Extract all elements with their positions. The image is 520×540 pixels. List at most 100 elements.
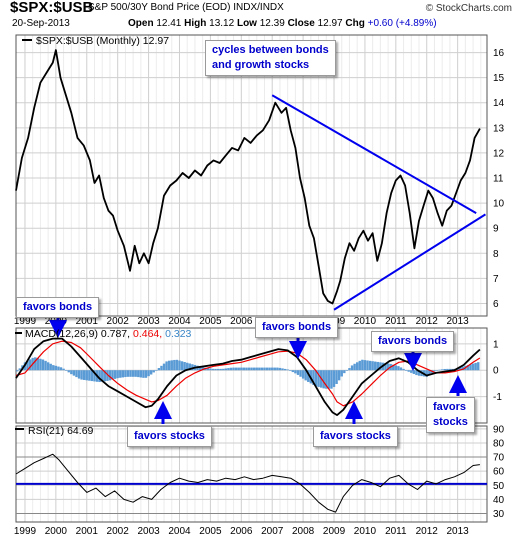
- macd-histogram-bar: [52, 365, 55, 371]
- macd-histogram-bar: [28, 359, 32, 371]
- macd-histogram-bar: [433, 370, 436, 372]
- macd-histogram-bar: [234, 367, 238, 371]
- macd-histogram-bar: [98, 370, 101, 383]
- macd-histogram-bar: [214, 368, 217, 371]
- x-tick-label-bottom: 2003: [137, 526, 160, 537]
- price-y-tick-label: 16: [493, 48, 505, 59]
- macd-histogram-bar: [358, 360, 361, 371]
- macd-histogram-bar: [438, 369, 441, 371]
- low-label: Low: [236, 18, 257, 29]
- macd-histogram-bar: [322, 370, 325, 389]
- close-value: 12.97: [317, 18, 343, 29]
- macd-histogram-bar: [219, 368, 222, 371]
- macd-histogram-bar: [425, 370, 428, 377]
- x-tick-label-price: 2013: [447, 316, 470, 327]
- open-label: Open: [128, 18, 154, 29]
- macd-histogram-bar: [121, 370, 125, 378]
- macd-histogram-bar: [85, 370, 88, 381]
- price-legend: $SPX:$USB (Monthly) 12.97: [36, 35, 169, 47]
- macd-histogram-bar: [101, 370, 104, 382]
- macd-histogram-bar: [165, 361, 168, 371]
- macd-signal-line: [15, 340, 481, 407]
- macd-histogram-bar: [265, 367, 269, 371]
- macd-histogram-bar: [255, 367, 258, 371]
- macd-histogram-bar: [301, 370, 305, 379]
- price-y-tick-label: 14: [493, 98, 505, 109]
- macd-histogram-bar: [18, 368, 22, 371]
- macd-histogram-bar: [144, 370, 148, 378]
- price-y-tick-label: 8: [493, 249, 499, 260]
- macd-histogram-bar: [124, 370, 127, 378]
- macd-histogram-bar: [16, 370, 19, 372]
- macd-histogram-bar: [471, 363, 475, 371]
- macd-histogram-bar: [77, 370, 81, 379]
- macd-histogram-bar: [103, 370, 107, 382]
- macd-histogram-bar: [407, 370, 410, 372]
- macd-histogram-bar: [36, 358, 40, 371]
- macd-histogram-bar: [67, 370, 70, 373]
- close-label: Close: [287, 18, 315, 29]
- macd-histogram-bar: [374, 361, 377, 371]
- open-value: 12.41: [156, 18, 182, 29]
- macd-histogram-bar: [263, 367, 266, 371]
- macd-histogram-bar: [296, 370, 300, 375]
- macd-histogram-bar: [183, 362, 186, 371]
- macd-histogram-bar: [222, 368, 225, 371]
- chart-header: $SPX:$USB S&P 500/30Y Bond Price (EOD) I…: [0, 0, 520, 34]
- macd-histogram-bar: [337, 370, 341, 381]
- macd-histogram-bar: [39, 358, 42, 371]
- macd-histogram-bar: [191, 364, 194, 371]
- macd-histogram-bar: [330, 370, 333, 389]
- macd-histogram-bar: [245, 367, 248, 371]
- macd-histogram-bar: [72, 370, 76, 376]
- rsi-legend: RSI(21) 64.69: [28, 425, 94, 437]
- macd-histogram-bar: [286, 369, 289, 371]
- macd-histogram-bar: [188, 363, 191, 371]
- macd-histogram-bar: [90, 370, 94, 382]
- macd-histogram-bar: [371, 361, 374, 371]
- x-tick-label-price: 2002: [107, 316, 130, 327]
- macd-histogram-bar: [402, 368, 405, 371]
- price-y-tick-label: 10: [493, 199, 505, 210]
- callout-favors-stocks-3: favors stocks: [426, 397, 475, 433]
- macd-histogram-bar: [70, 370, 73, 375]
- macd-histogram-bar: [149, 370, 153, 375]
- macd-histogram-bar: [59, 367, 63, 371]
- rsi-line: [15, 453, 480, 513]
- macd-histogram-bar: [82, 370, 86, 380]
- macd-histogram-bar: [155, 370, 158, 371]
- macd-histogram-bar: [173, 359, 176, 371]
- rsi-y-tick-label: 40: [493, 495, 505, 506]
- macd-histogram-bar: [448, 368, 452, 371]
- macd-histogram-bar: [258, 367, 261, 371]
- high-value: 13.12: [209, 18, 235, 29]
- macd-histogram-bar: [361, 359, 364, 371]
- site-credit[interactable]: © StockCharts.com: [425, 3, 512, 14]
- macd-histogram-bar: [440, 369, 444, 371]
- macd-histogram-bar: [119, 370, 122, 378]
- macd-legend-signal: 0.464,: [133, 328, 162, 340]
- macd-histogram-bar: [116, 370, 119, 379]
- macd-line: [15, 337, 481, 417]
- macd-y-tick-label: 1: [493, 339, 499, 350]
- x-tick-label-bottom: 2012: [416, 526, 439, 537]
- x-tick-label-bottom: 2006: [230, 526, 253, 537]
- macd-histogram-bar: [428, 370, 431, 375]
- macd-histogram-bar: [340, 370, 343, 377]
- chart-subtitle: S&P 500/30Y Bond Price (EOD) INDX/INDX: [88, 2, 284, 13]
- x-tick-label-bottom: 2011: [385, 526, 407, 537]
- macd-histogram-bar: [44, 360, 47, 371]
- macd-histogram-bar: [394, 365, 398, 371]
- macd-histogram-bar: [271, 367, 274, 371]
- macd-histogram-bar: [350, 365, 354, 371]
- x-tick-label-bottom: 2010: [354, 526, 377, 537]
- macd-histogram-bar: [363, 360, 367, 371]
- macd-histogram-bar: [175, 359, 179, 371]
- x-tick-label-price: 1999: [14, 316, 37, 327]
- macd-histogram-bar: [137, 370, 140, 378]
- macd-histogram-bar: [227, 368, 230, 371]
- macd-legend-hist: 0.323: [165, 328, 191, 340]
- macd-histogram-bar: [417, 370, 421, 376]
- macd-histogram-bar: [93, 370, 96, 382]
- price-y-tick-label: 7: [493, 274, 499, 285]
